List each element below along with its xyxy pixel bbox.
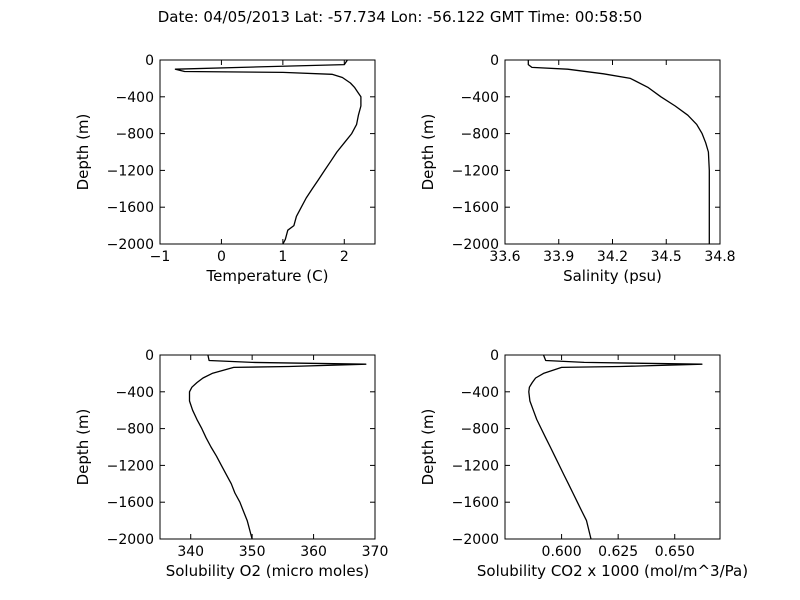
y-tick-label: −1200	[452, 458, 499, 474]
profile-line	[527, 60, 710, 244]
x-axis-label: Temperature (C)	[206, 267, 329, 285]
x-tick-label: −1	[150, 249, 171, 265]
x-tick-label: 2	[340, 249, 349, 265]
y-tick-label: 0	[490, 348, 499, 364]
y-axis-label: Depth (m)	[74, 114, 92, 191]
y-tick-label: −2000	[107, 532, 154, 548]
y-tick-label: −1200	[452, 163, 499, 179]
x-tick-label: 0.625	[598, 544, 638, 560]
x-tick-label: 33.9	[543, 249, 574, 265]
x-tick-label: 0.600	[542, 544, 582, 560]
y-tick-label: −800	[461, 422, 499, 438]
y-tick-label: −1200	[107, 163, 154, 179]
y-tick-label: −400	[116, 90, 154, 106]
profile-line	[174, 59, 362, 245]
axes-frame	[504, 354, 721, 540]
x-tick-label: 0	[217, 249, 226, 265]
y-tick-label: 0	[490, 53, 499, 69]
x-tick-label: 34.5	[651, 249, 682, 265]
x-axis-label: Solubility O2 (micro moles)	[166, 562, 370, 580]
y-tick-label: −2000	[107, 237, 154, 253]
x-tick-label: 0.650	[655, 544, 695, 560]
y-tick-label: −2000	[452, 237, 499, 253]
x-tick-label: 34.2	[597, 249, 628, 265]
subplot-4: 0.600 0.625 0.650 0 −400 −800 −1200 −1600 −2000 S…	[419, 348, 748, 580]
y-tick-label: −1200	[107, 458, 154, 474]
y-tick-label: 0	[145, 53, 154, 69]
y-axis-label: Depth (m)	[419, 409, 437, 486]
axes-frame	[159, 354, 376, 540]
profile-line	[188, 354, 367, 540]
profile-line	[528, 354, 703, 540]
subplot-1: −1 0 1 2 0 −400 −800 −1200 −1600 −2000 Temperature…	[74, 53, 376, 285]
y-tick-label: −1600	[452, 495, 499, 511]
x-tick-label: 370	[362, 544, 389, 560]
y-tick-label: −1600	[107, 495, 154, 511]
y-tick-label: −800	[116, 422, 154, 438]
y-tick-label: −1600	[452, 200, 499, 216]
y-tick-label: −400	[461, 90, 499, 106]
axes-frame	[504, 59, 721, 245]
x-tick-label: 340	[177, 544, 204, 560]
y-tick-label: −2000	[452, 532, 499, 548]
y-axis-label: Depth (m)	[74, 409, 92, 486]
y-tick-label: −800	[116, 127, 154, 143]
y-tick-label: −800	[461, 127, 499, 143]
figure-title: Date: 04/05/2013 Lat: -57.734 Lon: -56.1…	[157, 8, 643, 26]
x-tick-label: 360	[300, 544, 327, 560]
x-tick-label: 350	[239, 544, 266, 560]
y-tick-label: −400	[461, 385, 499, 401]
subplot-3: 340 350 360 370 0 −400 −800 −1200 −1600 −2000 Solu…	[74, 348, 388, 580]
y-axis-label: Depth (m)	[419, 114, 437, 191]
y-tick-label: 0	[145, 348, 154, 364]
y-tick-label: −1600	[107, 200, 154, 216]
x-tick-label: 33.6	[489, 249, 520, 265]
x-tick-label: 34.8	[704, 249, 735, 265]
subplot-2: 33.6 33.9 34.2 34.5 34.8 0 −400 −800 −1200 −1600 −…	[419, 53, 736, 285]
x-axis-label: Solubility CO2 x 1000 (mol/m^3/Pa)	[477, 562, 748, 580]
y-tick-label: −400	[116, 385, 154, 401]
x-axis-label: Salinity (psu)	[563, 267, 662, 285]
x-tick-label: 1	[278, 249, 287, 265]
axes-frame	[159, 59, 376, 245]
